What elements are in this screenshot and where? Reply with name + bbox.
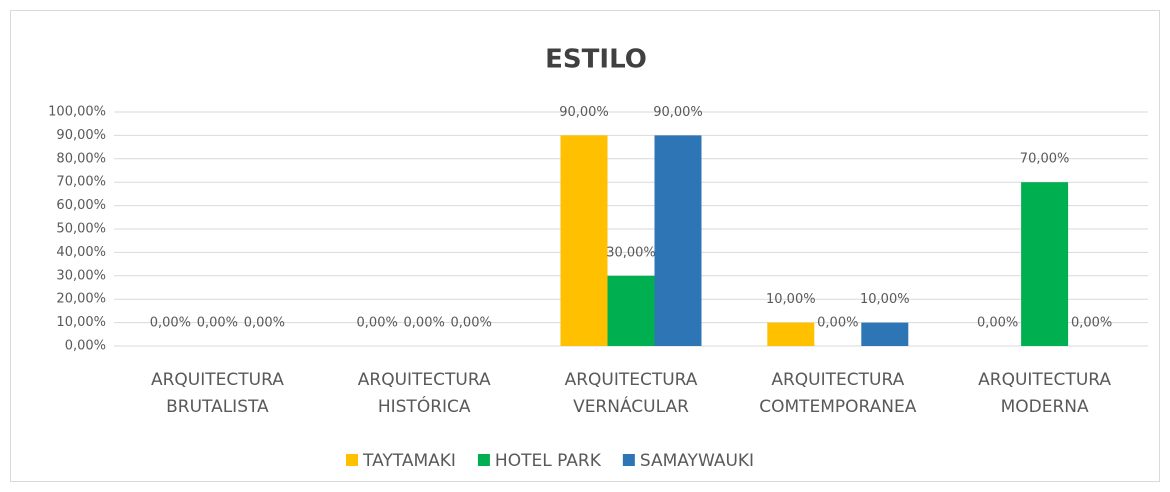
y-tick-label: 0,00% [65, 339, 106, 354]
bar [861, 322, 909, 346]
data-label: 0,00% [817, 316, 858, 331]
data-label: 0,00% [1071, 316, 1112, 331]
data-label: 0,00% [150, 316, 191, 331]
legend-swatch [346, 454, 358, 466]
y-tick-label: 10,00% [56, 315, 106, 330]
y-tick-label: 30,00% [56, 268, 106, 283]
legend-label: HOTEL PARK [495, 451, 602, 471]
data-label: 70,00% [1020, 152, 1070, 167]
legend-swatch [622, 454, 635, 466]
data-label: 10,00% [766, 292, 816, 307]
data-label: 0,00% [357, 316, 398, 331]
y-tick-label: 60,00% [56, 198, 106, 213]
x-tick-label: ARQUITECTURA BRUTALISTA [151, 370, 284, 417]
data-label: 10,00% [860, 292, 910, 307]
x-tick-label: ARQUITECTURA MODERNA [978, 370, 1111, 417]
y-tick-label: 70,00% [56, 175, 106, 190]
legend-swatch [477, 454, 490, 466]
y-tick-label: 40,00% [56, 245, 106, 260]
bar [607, 275, 655, 346]
y-tick-label: 20,00% [56, 292, 106, 307]
y-tick-label: 50,00% [56, 222, 106, 237]
x-tick-label: ARQUITECTURA HISTÓRICA [358, 370, 491, 417]
data-label: 90,00% [559, 105, 609, 120]
data-label: 0,00% [977, 316, 1018, 331]
legend-label: TAYTAMAKI [362, 451, 456, 471]
legend-label: SAMAYWAUKI [640, 451, 754, 471]
data-label: 0,00% [404, 316, 445, 331]
chart-title: ESTILO [545, 45, 647, 75]
data-label: 30,00% [606, 245, 656, 260]
y-tick-label: 90,00% [56, 128, 106, 143]
bar [654, 135, 702, 346]
bar [1021, 182, 1069, 346]
bar [767, 322, 815, 346]
x-tick-label: ARQUITECTURA COMTEMPORANEA [759, 370, 917, 417]
y-tick-label: 80,00% [56, 151, 106, 166]
y-tick-label: 100,00% [48, 105, 106, 120]
data-label: 90,00% [653, 105, 703, 120]
bar [560, 135, 608, 346]
data-label: 0,00% [244, 316, 285, 331]
x-tick-label: ARQUITECTURA VERNÁCULAR [565, 370, 698, 417]
data-label: 0,00% [197, 316, 238, 331]
data-label: 0,00% [451, 316, 492, 331]
